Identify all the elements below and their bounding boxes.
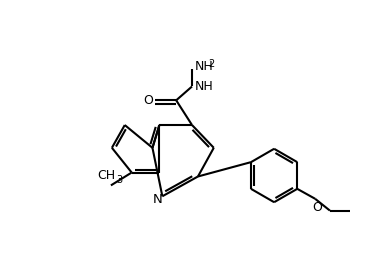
Text: 3: 3 bbox=[116, 175, 122, 186]
Text: O: O bbox=[312, 201, 322, 214]
Text: O: O bbox=[144, 94, 153, 107]
Text: CH: CH bbox=[97, 170, 115, 182]
Text: NH: NH bbox=[195, 60, 214, 73]
Text: 2: 2 bbox=[208, 59, 214, 69]
Text: NH: NH bbox=[195, 80, 214, 93]
Text: N: N bbox=[152, 193, 162, 206]
